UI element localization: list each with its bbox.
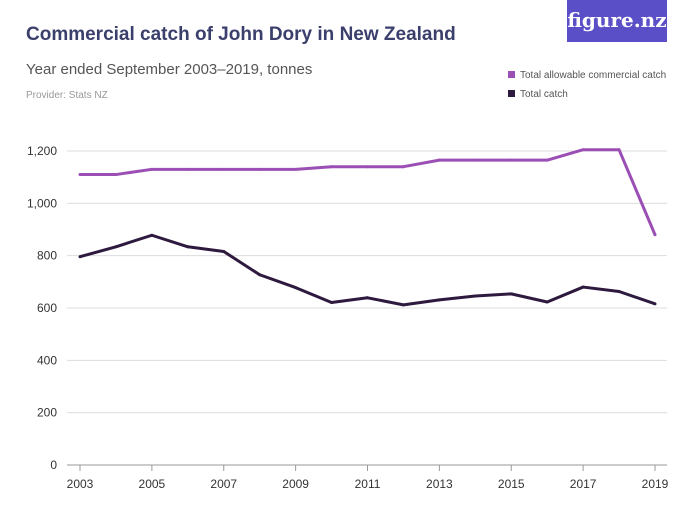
data-point (78, 173, 82, 177)
data-point (473, 294, 477, 298)
data-point (401, 303, 405, 307)
x-tick-label: 2017 (570, 477, 597, 491)
legend-label: Total allowable commercial catch (520, 70, 667, 81)
y-tick-label: 1,000 (27, 196, 57, 210)
series-line-1 (79, 233, 656, 307)
data-point (186, 167, 190, 171)
legend-swatch (508, 71, 515, 78)
data-point (473, 158, 477, 162)
data-point (545, 300, 549, 304)
data-point (78, 255, 82, 259)
x-tick-label: 2011 (355, 477, 381, 491)
data-point (437, 158, 441, 162)
data-point (545, 158, 549, 162)
y-tick-label: 0 (50, 458, 57, 472)
data-point (653, 302, 657, 306)
data-point (509, 158, 513, 162)
data-point (437, 298, 441, 302)
y-tick-label: 1,200 (27, 144, 57, 158)
data-point (330, 165, 334, 169)
data-point (150, 167, 154, 171)
legend-item-total-catch: Total catch (508, 89, 568, 100)
y-tick-label: 400 (37, 353, 57, 367)
data-point (581, 148, 585, 152)
data-point (366, 296, 369, 300)
data-point (150, 233, 154, 237)
data-point (222, 249, 226, 253)
x-tick-label: 2009 (282, 477, 309, 491)
data-point (330, 301, 334, 305)
data-point (617, 148, 621, 152)
data-point (294, 286, 298, 290)
x-tick-label: 2013 (426, 477, 453, 491)
data-point (186, 245, 190, 249)
data-point (258, 167, 262, 171)
x-tick-label: 2007 (210, 477, 237, 491)
x-tick-label: 2015 (498, 477, 525, 491)
y-tick-label: 800 (37, 249, 57, 263)
legend-label: Total catch (520, 89, 568, 100)
x-tick-label: 2003 (67, 477, 94, 491)
data-point (581, 285, 585, 289)
y-tick-label: 200 (37, 406, 57, 420)
data-point (617, 290, 621, 294)
data-point (509, 292, 513, 296)
chart-title: Commercial catch of John Dory in New Zea… (26, 24, 456, 45)
x-tick-label: 2005 (139, 477, 166, 491)
chart-provider: Provider: Stats NZ (26, 90, 108, 101)
chart-subtitle: Year ended September 2003–2019, tonnes (26, 61, 313, 78)
data-point (653, 233, 657, 237)
legend-item-tacc: Total allowable commercial catch (508, 70, 666, 81)
legend-swatch (508, 90, 515, 97)
data-point (401, 165, 405, 169)
data-point (258, 273, 262, 277)
figure-nz-logo[interactable]: figure.nz (567, 0, 667, 42)
data-point (114, 245, 118, 249)
data-point (366, 165, 369, 169)
x-tick-label: 2019 (642, 477, 669, 491)
y-tick-label: 600 (37, 301, 57, 315)
data-point (114, 173, 118, 177)
data-point (294, 167, 298, 171)
data-point (222, 167, 226, 171)
series-line-0 (80, 148, 657, 236)
